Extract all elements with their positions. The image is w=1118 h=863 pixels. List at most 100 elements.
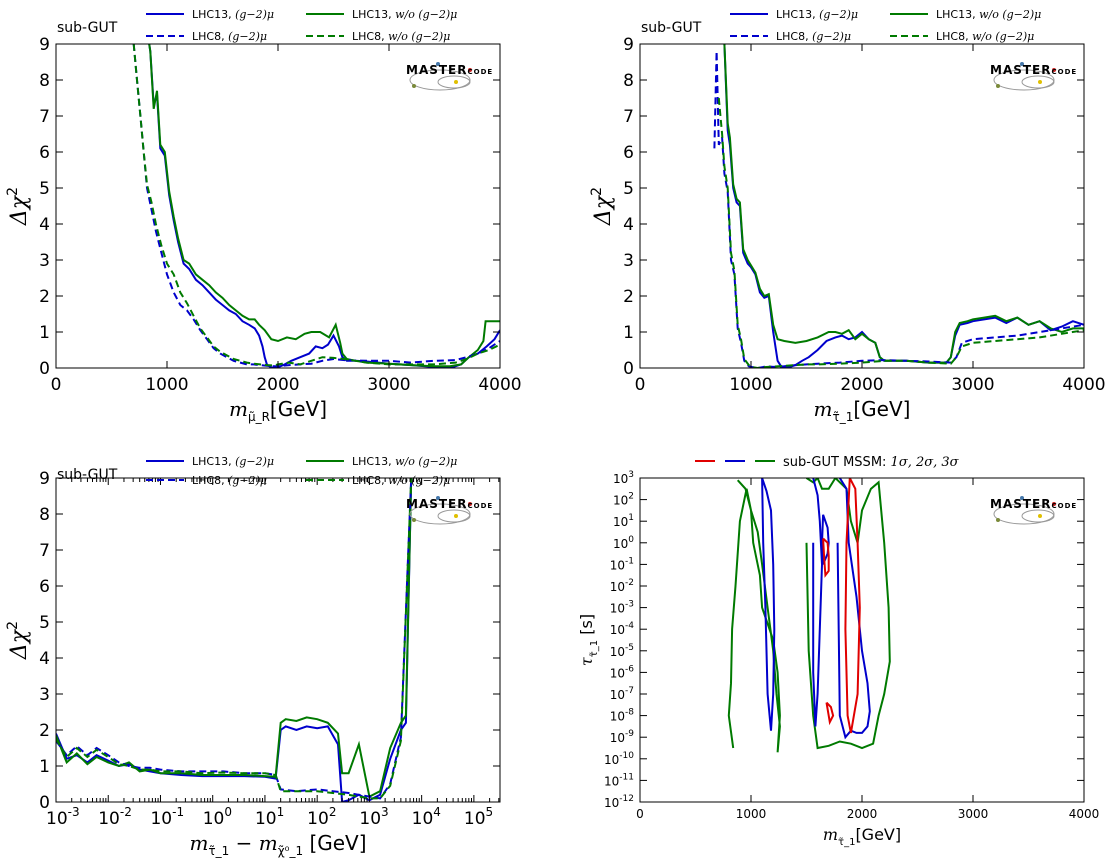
x-axis-label-math: m — [814, 397, 833, 421]
y-tick-label: 101 — [613, 513, 634, 529]
legend-label: LHC8, (g−2)μ — [192, 474, 267, 487]
plot-frame — [639, 43, 1085, 369]
legend-label-main: LHC13, — [192, 455, 235, 468]
contour-3σ — [805, 478, 891, 750]
y-tick-label: 9 — [39, 35, 50, 55]
logo-dot — [1038, 80, 1042, 84]
corner-label: sub-GUT — [57, 467, 118, 483]
y-tick-base: 10 — [610, 558, 625, 572]
x-tick-label: 0 — [635, 375, 646, 395]
x-tick-base: 10 — [46, 809, 68, 829]
mastercode-logo: MASTERCODE — [406, 62, 492, 91]
y-tick-label: 9 — [623, 35, 634, 55]
logo-orbit — [993, 69, 1055, 91]
legend-label-main: LHC13, — [352, 455, 395, 468]
legend-label: sub-GUT MSSM: 1σ, 2σ, 3σ — [783, 455, 960, 470]
legend-label: LHC8, w/o (g−2)μ — [352, 30, 450, 43]
y-tick-label: 0 — [39, 359, 50, 379]
x-tick-label: 0 — [636, 807, 644, 821]
plot-area — [727, 478, 891, 753]
y-tick-label: 10-11 — [604, 772, 634, 788]
logo-orbit-inner — [437, 509, 471, 523]
x-tick-label: 4000 — [1062, 375, 1105, 395]
x-tick-exp: -1 — [172, 805, 184, 819]
legend-label: LHC13, w/o (g−2)μ — [936, 8, 1041, 21]
y-tick-label: 0 — [39, 793, 50, 813]
logo-word-small: CODE — [1052, 502, 1078, 510]
x-axis-label-unit: [GeV] — [270, 397, 327, 421]
series-line — [717, 97, 1084, 368]
x-tick-label: 10-2 — [98, 805, 132, 829]
y-tick-base: 10 — [610, 731, 625, 745]
y-tick-exp: 3 — [628, 470, 634, 480]
logo-wordmark: MASTERCODE — [990, 497, 1077, 511]
x-tick-exp: 0 — [224, 805, 232, 819]
legend-label-main: LHC8, — [936, 30, 972, 43]
contour-1σ — [822, 537, 830, 578]
logo-dot — [436, 496, 440, 500]
x-tick-label: 1000 — [736, 807, 767, 821]
x-tick-exp: 2 — [329, 805, 337, 819]
y-tick-exp: -3 — [625, 600, 634, 610]
logo-word-main: MASTER — [406, 63, 468, 77]
logo-dot — [1038, 514, 1042, 518]
plot-frame — [55, 43, 501, 369]
y-tick-label: 6 — [39, 143, 50, 163]
x-tick-label: 104 — [412, 805, 441, 829]
x-tick-label: 102 — [307, 805, 336, 829]
y-tick-label: 10-3 — [610, 600, 634, 616]
logo-dot — [454, 514, 458, 518]
legend-label-main: LHC13, — [192, 8, 235, 21]
series-line — [723, 44, 1084, 368]
logo-dot — [468, 68, 472, 72]
contour-2σ — [812, 478, 824, 727]
series-line — [148, 44, 500, 368]
x-tick-label: 103 — [359, 805, 388, 829]
x-tick-label: 0 — [51, 375, 62, 395]
legend-label-math: (g−2)μ — [228, 30, 267, 43]
x-axis-label-sub: τ̃_1 — [838, 836, 855, 848]
plot-area — [56, 478, 413, 802]
y-tick-label: 103 — [613, 470, 634, 486]
contour-1σ — [844, 478, 861, 734]
x-axis-label: mμ̃_R[GeV] — [229, 397, 327, 424]
legend-entry: LHC8, (g−2)μ — [730, 30, 851, 43]
x-tick-base: 10 — [150, 809, 172, 829]
chart-panel-top-left: 0 1000 2000 3000 40000123456789mμ̃_R[GeV]Δχ2… — [5, 8, 522, 424]
mastercode-logo: MASTERCODE — [406, 496, 494, 525]
y-tick-label: 3 — [39, 251, 50, 271]
y-tick-exp: -10 — [619, 751, 634, 761]
y-tick-exp: -5 — [625, 643, 634, 653]
x-tick-base: 10 — [464, 809, 486, 829]
legend-label-math: (g−2)μ — [235, 455, 274, 468]
y-tick-label: 10-7 — [610, 686, 634, 702]
legend-entry: LHC8, w/o (g−2)μ — [890, 30, 1034, 43]
y-tick-base: 10 — [604, 774, 619, 788]
y-tick-label: 102 — [613, 492, 634, 508]
legend-entry: LHC13, w/o (g−2)μ — [306, 8, 457, 21]
y-tick-label: 2 — [39, 721, 50, 741]
logo-word-small: CODE — [468, 502, 494, 510]
x-tick-label: 2000 — [840, 375, 883, 395]
contour-2σ — [761, 478, 776, 731]
series-line — [56, 478, 413, 800]
y-axis-label-sub: τ̃_1 — [588, 640, 600, 657]
x-tick-exp: 3 — [381, 805, 389, 819]
y-tick-label: 9 — [39, 469, 50, 489]
x-tick-label: 1000 — [729, 375, 772, 395]
mastercode-logo: MASTERCODE — [990, 496, 1077, 525]
legend-label-main: LHC8, — [776, 30, 812, 43]
y-axis-label-sup: 2 — [5, 187, 21, 196]
y-tick-label: 8 — [39, 505, 50, 525]
y-tick-base: 10 — [604, 753, 619, 767]
plot-frame — [639, 477, 1085, 803]
x-tick-exp: -3 — [68, 805, 80, 819]
legend-label-main: LHC13, — [936, 8, 979, 21]
logo-word-small: CODE — [1052, 68, 1078, 76]
logo-dot — [468, 502, 472, 506]
x-axis-label-math: m — [189, 831, 208, 855]
legend-label-math: w/o (g−2)μ — [388, 474, 450, 487]
legend-label-math: (g−2)μ — [235, 8, 274, 21]
y-tick-exp: -2 — [625, 578, 634, 588]
y-tick-label: 10-4 — [610, 621, 635, 637]
